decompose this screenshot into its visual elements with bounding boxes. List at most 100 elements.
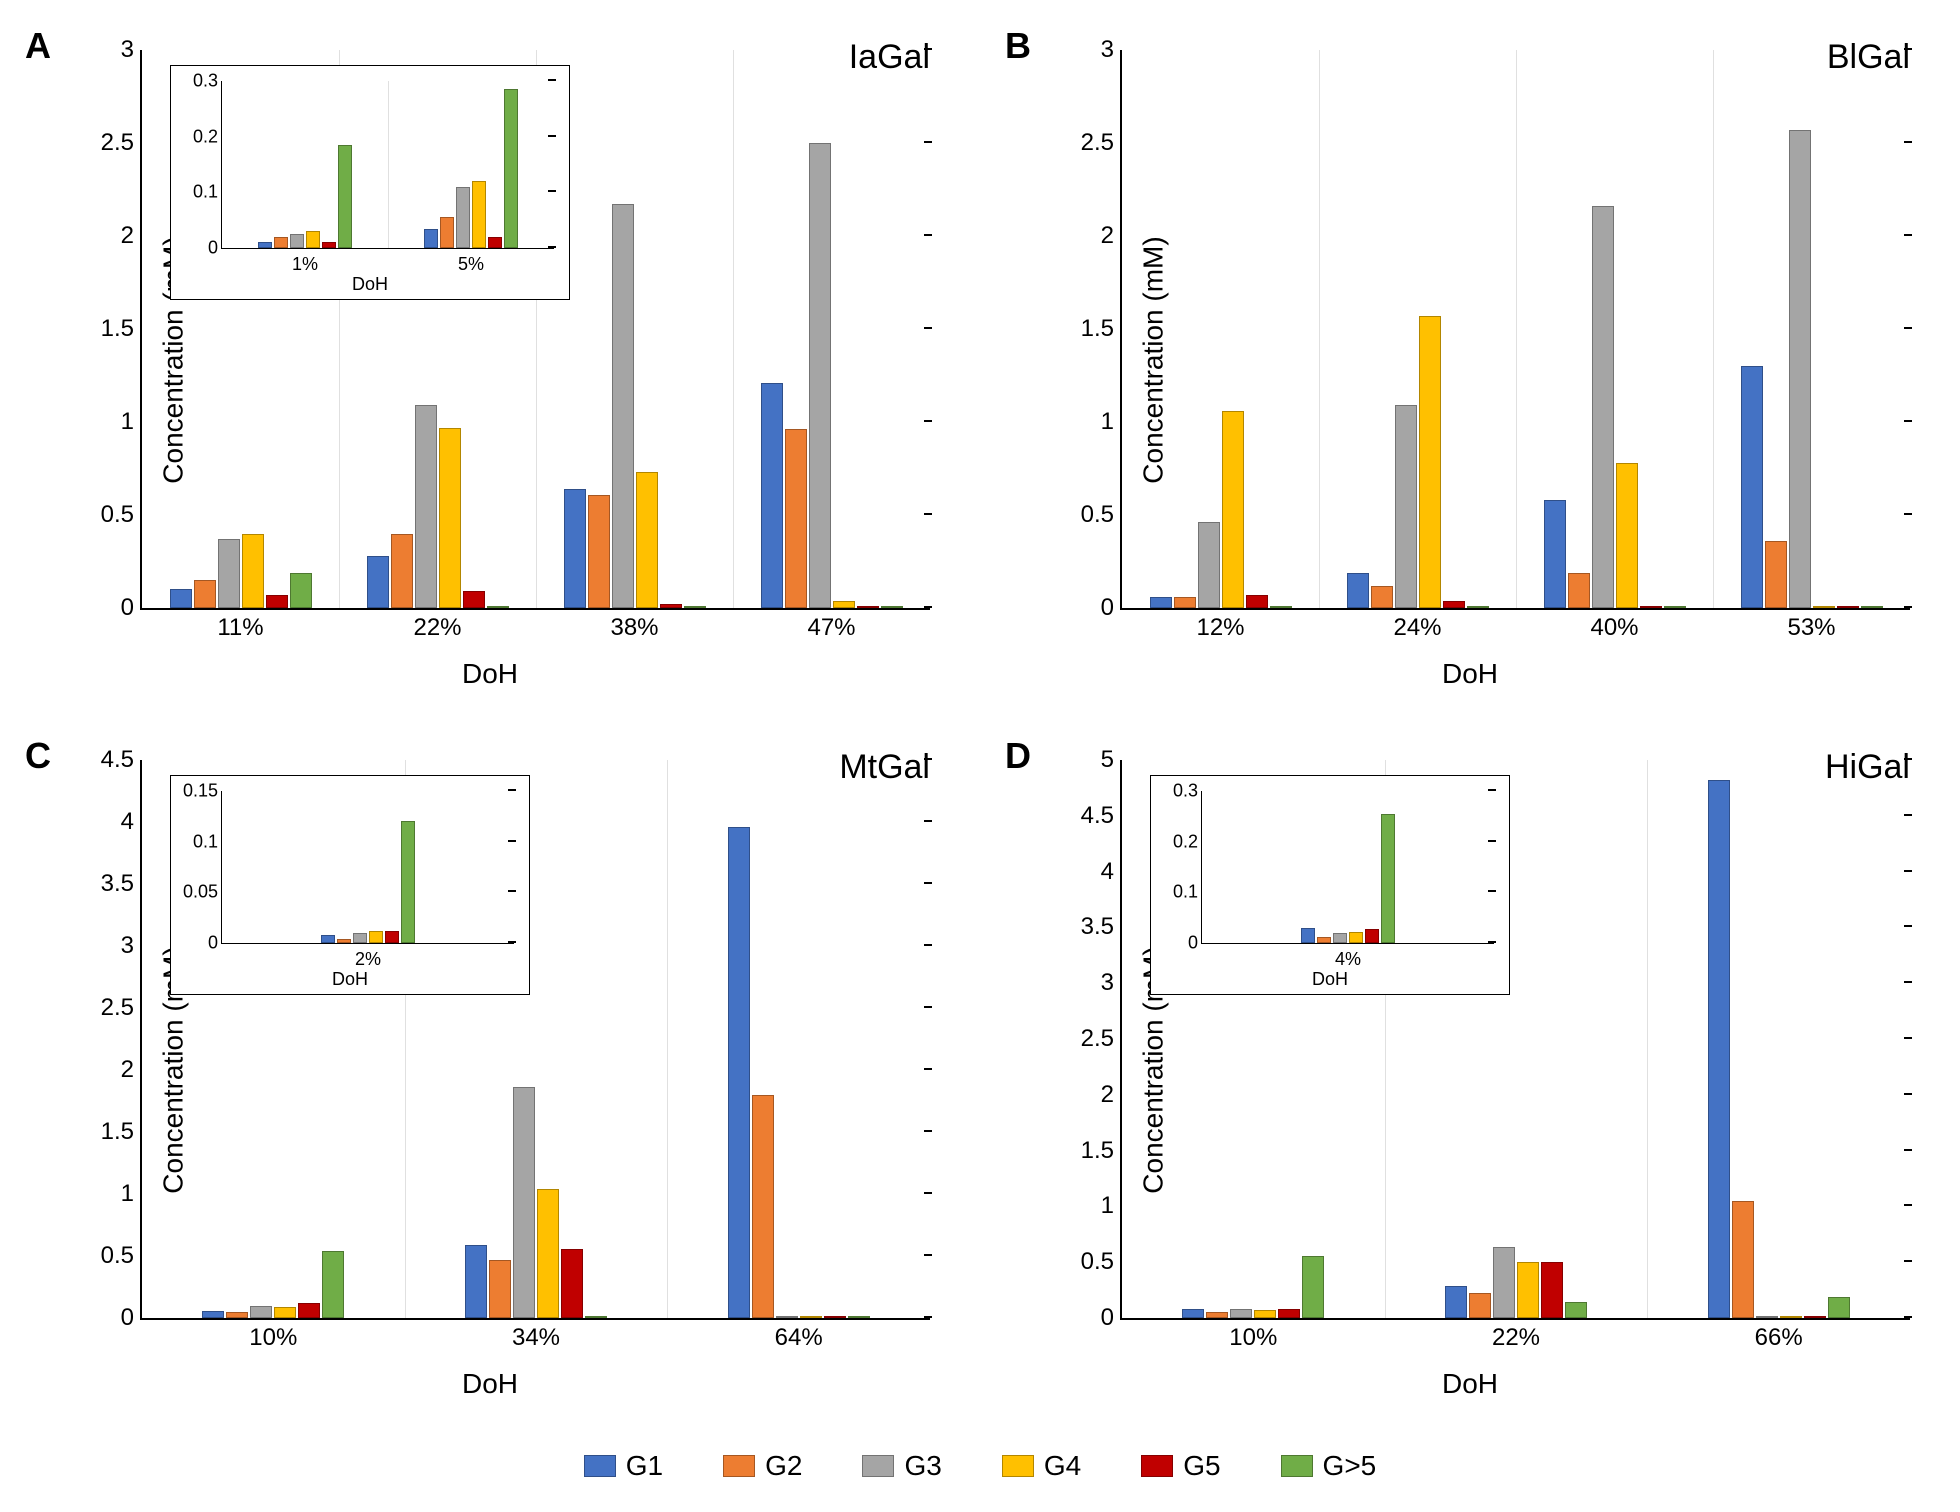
bar-G2 [1469, 1293, 1491, 1318]
bar-G5 [1365, 929, 1379, 943]
panel-letter: B [1005, 25, 1031, 67]
y-tick: 2 [1101, 1081, 1122, 1109]
bar-group [1741, 130, 1883, 608]
y-tick: 0.5 [1081, 1248, 1122, 1276]
chart-area: 00.10.20.34% [1201, 791, 1494, 944]
x-axis-label: DoH [1442, 1368, 1498, 1400]
y-tick: 2 [121, 222, 142, 250]
y-tick-mark [548, 135, 556, 137]
legend-swatch [584, 1455, 616, 1477]
bar-Ggt5 [487, 606, 509, 608]
y-tick: 0.1 [193, 831, 222, 852]
y-tick: 0.5 [101, 501, 142, 529]
bar-G3 [218, 539, 240, 608]
legend-swatch [723, 1455, 755, 1477]
bar-G5 [1443, 601, 1465, 608]
bar-group [1150, 411, 1292, 608]
bar-G5 [298, 1303, 320, 1318]
y-tick: 2.5 [1081, 129, 1122, 157]
y-tick-mark [1904, 925, 1912, 927]
bar-G5 [824, 1316, 846, 1318]
y-tick: 2.5 [101, 129, 142, 157]
bar-Ggt5 [290, 573, 312, 608]
bar-G2 [1371, 586, 1393, 608]
legend-item-G5: G5 [1141, 1450, 1220, 1482]
bar-G5 [1837, 606, 1859, 608]
bar-G3 [290, 234, 304, 248]
y-tick-mark [924, 327, 932, 329]
y-tick: 1 [121, 408, 142, 436]
x-axis-label: DoH [332, 969, 368, 990]
y-tick: 4.5 [1081, 802, 1122, 830]
y-tick-mark [1904, 1260, 1912, 1262]
panel-a: AIaGalConcentration (mM)00.511.522.5311%… [20, 20, 960, 700]
y-tick: 0 [208, 933, 222, 954]
bar-group [564, 204, 706, 608]
y-tick: 1.5 [1081, 1137, 1122, 1165]
bar-G5 [561, 1249, 583, 1318]
bar-Ggt5 [881, 606, 903, 608]
y-tick-mark [924, 1192, 932, 1194]
panel-title: IaGal [849, 38, 930, 77]
bar-G1 [1182, 1309, 1204, 1318]
bar-group [1708, 780, 1850, 1318]
bar-G4 [537, 1189, 559, 1318]
y-tick: 0.3 [1173, 781, 1202, 802]
y-tick: 0.2 [1173, 831, 1202, 852]
bar-Ggt5 [338, 145, 352, 248]
legend: G1G2G3G4G5G>5 [20, 1440, 1940, 1492]
bar-G4 [1517, 1262, 1539, 1318]
bar-G4 [274, 1307, 296, 1318]
bar-G1 [1150, 597, 1172, 608]
x-tick: 11% [217, 608, 263, 642]
bar-G3 [250, 1306, 272, 1318]
x-tick: 12% [1196, 608, 1244, 642]
panel-letter: D [1005, 735, 1031, 777]
bar-G2 [274, 237, 288, 248]
legend-item-G2: G2 [723, 1450, 802, 1482]
y-tick-mark [508, 840, 516, 842]
legend-label: G>5 [1323, 1450, 1377, 1482]
bar-G4 [472, 181, 486, 248]
bar-Ggt5 [848, 1316, 870, 1318]
chart-area: 00.050.10.152% [221, 791, 514, 944]
y-tick: 0.5 [101, 1242, 142, 1270]
y-tick-mark [1488, 890, 1496, 892]
bar-G2 [226, 1312, 248, 1318]
legend-label: G2 [765, 1450, 802, 1482]
x-tick: 38% [610, 608, 658, 642]
y-tick-mark [1488, 789, 1496, 791]
bar-group [728, 827, 870, 1318]
y-tick: 2 [121, 1056, 142, 1084]
bar-Ggt5 [1861, 606, 1883, 608]
y-tick-mark [1904, 870, 1912, 872]
bar-G2 [391, 534, 413, 608]
bar-G4 [636, 472, 658, 608]
bar-Ggt5 [1270, 606, 1292, 608]
y-tick-mark [924, 513, 932, 515]
y-tick: 3 [121, 36, 142, 64]
gridline [1516, 50, 1517, 608]
bar-G4 [1349, 932, 1363, 943]
legend-label: G5 [1183, 1450, 1220, 1482]
bar-G3 [1592, 206, 1614, 608]
bar-G2 [752, 1095, 774, 1318]
y-tick: 3.5 [101, 870, 142, 898]
bar-Ggt5 [1664, 606, 1686, 608]
y-tick: 2.5 [101, 994, 142, 1022]
legend-item-G3: G3 [862, 1450, 941, 1482]
bar-G2 [194, 580, 216, 608]
y-tick-mark [924, 1316, 932, 1318]
bar-Ggt5 [401, 821, 415, 943]
bar-G1 [1741, 366, 1763, 608]
y-tick-mark [548, 79, 556, 81]
bar-group [761, 143, 903, 608]
y-tick-mark [924, 1068, 932, 1070]
y-tick: 0 [1101, 594, 1122, 622]
bar-G1 [424, 229, 438, 248]
legend-swatch [862, 1455, 894, 1477]
bar-G3 [1789, 130, 1811, 608]
y-tick-mark [924, 820, 932, 822]
bar-G5 [266, 595, 288, 608]
bar-G3 [353, 933, 367, 943]
